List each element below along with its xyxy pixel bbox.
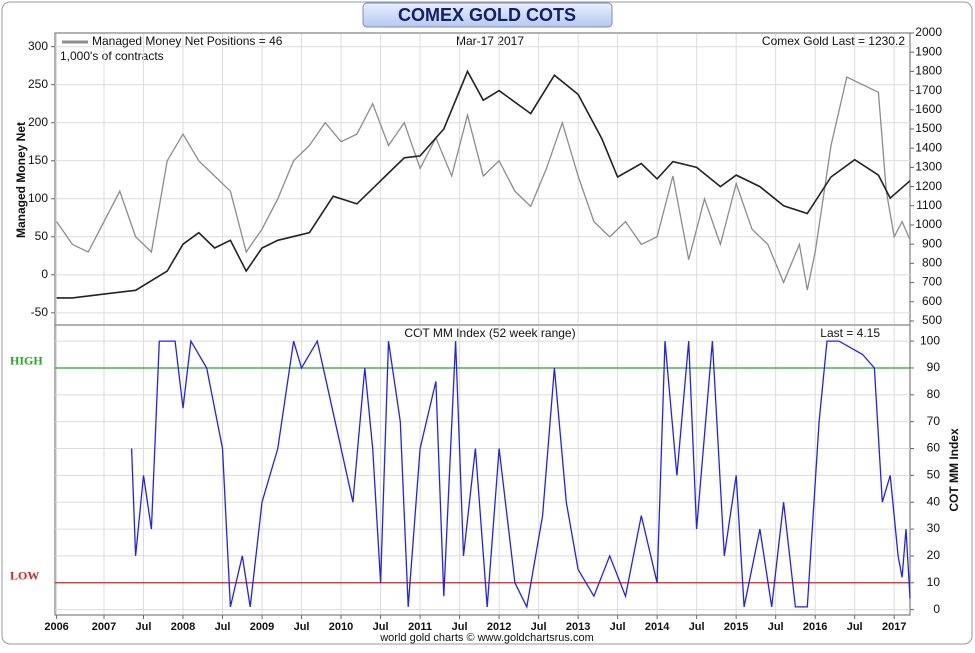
x-tick-label: Jul bbox=[768, 621, 784, 633]
plot-area bbox=[54, 32, 911, 616]
x-tick-label: 2006 bbox=[44, 621, 68, 633]
x-tick-label: 2009 bbox=[250, 621, 274, 633]
x-tick-label: Jul bbox=[373, 621, 389, 633]
y2-tick-label: 1000 bbox=[915, 217, 942, 231]
y-tick-label: 100 bbox=[920, 333, 940, 347]
legend-label: Managed Money Net Positions = 46 bbox=[92, 34, 283, 48]
reference-label: HIGH bbox=[10, 354, 43, 368]
y2-tick-label: 500 bbox=[922, 313, 942, 327]
y-tick-label: 70 bbox=[927, 414, 941, 428]
y2-tick-label: 1600 bbox=[915, 102, 942, 116]
x-tick-label: Jul bbox=[452, 621, 468, 633]
last-label: Last = 4.15 bbox=[820, 326, 880, 340]
y2-tick-label: 700 bbox=[922, 275, 942, 289]
date-label: Mar-17 2017 bbox=[456, 34, 524, 48]
y2-tick-label: 1100 bbox=[916, 198, 942, 212]
y-tick-label: 90 bbox=[927, 360, 941, 374]
x-tick-label: 2015 bbox=[724, 621, 748, 633]
y2-tick-label: 1300 bbox=[915, 160, 942, 174]
y-tick-label: 0 bbox=[933, 602, 940, 616]
footer: world gold charts © www.goldchartsrus.co… bbox=[379, 632, 594, 644]
y2-tick-label: 1200 bbox=[915, 179, 942, 193]
x-tick-label: 2007 bbox=[92, 621, 116, 633]
x-tick-label: Jul bbox=[847, 621, 863, 633]
x-tick-label: Jul bbox=[610, 621, 626, 633]
y2-tick-label: 600 bbox=[922, 294, 942, 308]
y-tick-label: -50 bbox=[31, 305, 49, 319]
x-tick-label: 2013 bbox=[566, 621, 590, 633]
y2-tick-label: 1400 bbox=[915, 140, 942, 154]
x-tick-label: 2014 bbox=[645, 621, 670, 633]
title-bar bbox=[362, 2, 613, 28]
series-line bbox=[56, 76, 911, 291]
y-tick-label: 0 bbox=[41, 267, 48, 281]
y-tick-label: 10 bbox=[927, 575, 941, 589]
y2-tick-label: 900 bbox=[922, 236, 942, 250]
y-tick-label: 20 bbox=[927, 548, 941, 562]
x-tick-label: Jul bbox=[215, 621, 231, 633]
y-tick-label: 50 bbox=[35, 229, 49, 243]
y2-tick-label: 800 bbox=[922, 256, 942, 270]
x-tick-label: 2012 bbox=[487, 621, 511, 633]
y2-tick-label: 1800 bbox=[915, 64, 942, 78]
units-note: 1,000's of contracts bbox=[60, 49, 164, 63]
x-tick-label: 2011 bbox=[408, 621, 432, 633]
x-tick-label: 2008 bbox=[171, 621, 195, 633]
x-tick-label: Jul bbox=[531, 621, 547, 633]
chart-title: COMEX GOLD COTS bbox=[398, 5, 576, 25]
y-tick-label: 50 bbox=[927, 468, 941, 482]
x-tick-label: Jul bbox=[689, 621, 705, 633]
x-tick-label: Jul bbox=[294, 621, 310, 633]
y-axis-label: COT MM Index bbox=[947, 428, 961, 512]
y-axis-label: Managed Money Net bbox=[14, 122, 28, 238]
panel-title: COT MM Index (52 week range) bbox=[404, 326, 575, 340]
x-tick-label: Jul bbox=[136, 621, 152, 633]
y-tick-label: 200 bbox=[28, 115, 48, 129]
x-tick-label: 2016 bbox=[803, 621, 827, 633]
y-tick-label: 100 bbox=[28, 191, 48, 205]
y-tick-label: 150 bbox=[28, 153, 48, 167]
series-line bbox=[56, 69, 911, 299]
series-line bbox=[130, 339, 911, 609]
y-tick-label: 300 bbox=[28, 39, 48, 53]
legend-label: Comex Gold Last = 1230.2 bbox=[762, 34, 905, 48]
y2-tick-label: 2000 bbox=[915, 25, 942, 39]
reference-label: LOW bbox=[10, 569, 39, 583]
y-tick-label: 30 bbox=[927, 521, 941, 535]
x-tick-label: 2017 bbox=[882, 621, 906, 633]
y-tick-label: 250 bbox=[28, 77, 48, 91]
x-tick-label: 2010 bbox=[329, 621, 353, 633]
y-tick-label: 60 bbox=[927, 441, 941, 455]
y-tick-label: 40 bbox=[927, 494, 941, 508]
y2-tick-label: 1900 bbox=[915, 44, 942, 58]
y2-tick-label: 1500 bbox=[915, 121, 942, 135]
y-tick-label: 80 bbox=[927, 387, 941, 401]
y2-tick-label: 1700 bbox=[915, 83, 942, 97]
